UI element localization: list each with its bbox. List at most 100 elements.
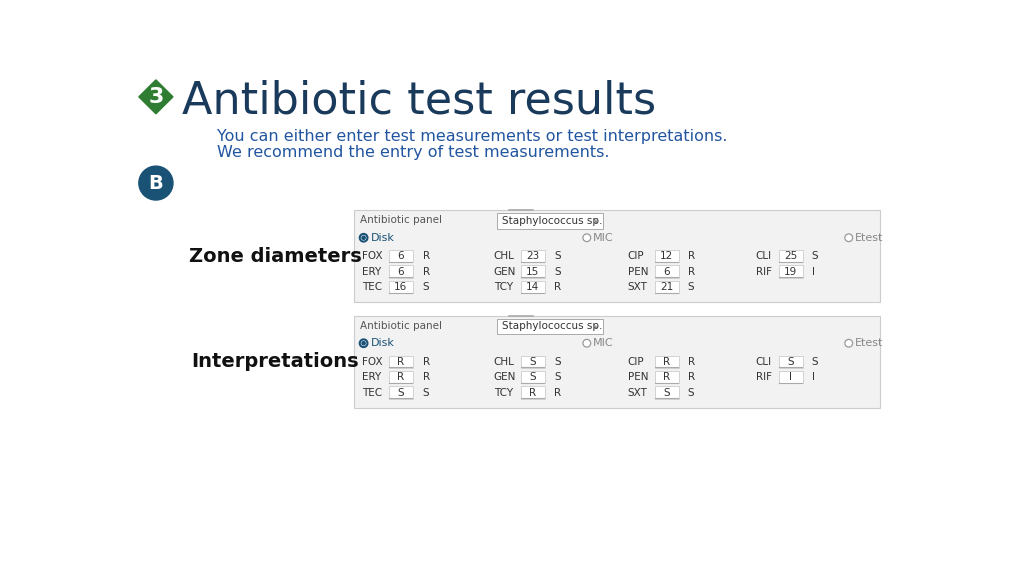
Text: S: S (687, 282, 694, 292)
Text: Disk: Disk (371, 233, 394, 242)
Polygon shape (139, 80, 173, 114)
Text: R: R (423, 372, 430, 382)
FancyBboxPatch shape (389, 250, 413, 263)
Text: GEN: GEN (494, 372, 516, 382)
Text: R: R (687, 251, 694, 262)
Text: Staphylococcus sp.: Staphylococcus sp. (502, 216, 602, 226)
Text: TEC: TEC (362, 388, 382, 397)
Text: S: S (787, 357, 794, 367)
Text: R: R (664, 372, 670, 382)
Text: 25: 25 (784, 251, 798, 262)
Text: Antibiotic test results: Antibiotic test results (182, 80, 656, 123)
Circle shape (583, 339, 591, 347)
Text: S: S (812, 251, 818, 262)
Text: SXT: SXT (628, 282, 648, 292)
Text: R: R (423, 357, 430, 367)
FancyBboxPatch shape (520, 355, 545, 368)
Text: R: R (687, 372, 694, 382)
Circle shape (359, 339, 368, 347)
FancyBboxPatch shape (389, 371, 413, 383)
Text: TCY: TCY (494, 388, 513, 397)
Text: B: B (148, 173, 163, 192)
Text: MIC: MIC (593, 233, 613, 242)
Text: 16: 16 (394, 282, 408, 292)
Text: CLI: CLI (756, 251, 772, 262)
Text: R: R (554, 282, 561, 292)
FancyBboxPatch shape (654, 266, 679, 278)
Text: FOX: FOX (362, 357, 383, 367)
FancyBboxPatch shape (497, 213, 603, 229)
Text: S: S (397, 388, 404, 397)
Text: 6: 6 (664, 267, 670, 276)
Text: TCY: TCY (494, 282, 513, 292)
FancyBboxPatch shape (389, 386, 413, 399)
Text: Disk: Disk (371, 338, 394, 348)
Text: S: S (554, 357, 561, 367)
FancyBboxPatch shape (654, 386, 679, 399)
Text: ∨: ∨ (593, 322, 599, 331)
Text: MIC: MIC (593, 338, 613, 348)
FancyBboxPatch shape (520, 371, 545, 383)
Text: 15: 15 (526, 267, 540, 276)
Text: S: S (554, 251, 561, 262)
Circle shape (583, 234, 591, 241)
Text: S: S (554, 267, 561, 276)
FancyBboxPatch shape (654, 250, 679, 263)
Text: R: R (554, 388, 561, 397)
FancyBboxPatch shape (778, 266, 803, 278)
Text: I: I (790, 372, 793, 382)
Text: S: S (529, 372, 536, 382)
Text: CHL: CHL (494, 251, 515, 262)
Text: S: S (687, 388, 694, 397)
Text: 14: 14 (526, 282, 540, 292)
Text: RIF: RIF (756, 372, 772, 382)
Text: R: R (397, 357, 404, 367)
Text: S: S (664, 388, 670, 397)
Text: Staphylococcus sp.: Staphylococcus sp. (502, 321, 602, 331)
Text: Etest: Etest (855, 233, 884, 242)
Text: ERY: ERY (362, 372, 381, 382)
FancyBboxPatch shape (354, 316, 880, 408)
Text: TEC: TEC (362, 282, 382, 292)
Text: 6: 6 (397, 251, 404, 262)
Text: R: R (423, 267, 430, 276)
FancyBboxPatch shape (778, 371, 803, 383)
Text: R: R (397, 372, 404, 382)
Text: I: I (812, 372, 814, 382)
Text: S: S (554, 372, 561, 382)
Circle shape (845, 339, 853, 347)
Text: SXT: SXT (628, 388, 648, 397)
Text: PEN: PEN (628, 267, 648, 276)
Text: Interpretations: Interpretations (191, 352, 359, 371)
Text: GEN: GEN (494, 267, 516, 276)
Text: 21: 21 (660, 282, 673, 292)
FancyBboxPatch shape (354, 210, 880, 302)
Circle shape (359, 234, 368, 241)
Circle shape (361, 236, 366, 240)
Text: S: S (423, 282, 429, 292)
Text: R: R (423, 251, 430, 262)
Text: CIP: CIP (628, 251, 644, 262)
FancyBboxPatch shape (520, 386, 545, 399)
FancyBboxPatch shape (520, 250, 545, 263)
FancyBboxPatch shape (520, 266, 545, 278)
FancyBboxPatch shape (778, 355, 803, 368)
Circle shape (139, 166, 173, 200)
Text: CLI: CLI (756, 357, 772, 367)
Text: 6: 6 (397, 267, 404, 276)
Text: I: I (812, 267, 814, 276)
Text: R: R (687, 267, 694, 276)
FancyBboxPatch shape (497, 319, 603, 334)
FancyBboxPatch shape (654, 371, 679, 383)
FancyBboxPatch shape (389, 355, 413, 368)
Text: You can either enter test measurements or test interpretations.: You can either enter test measurements o… (217, 130, 728, 145)
Circle shape (361, 341, 366, 346)
Circle shape (845, 234, 853, 241)
Text: 23: 23 (526, 251, 540, 262)
Text: 19: 19 (784, 267, 798, 276)
FancyBboxPatch shape (389, 281, 413, 293)
Text: Antibiotic panel: Antibiotic panel (360, 215, 442, 225)
Text: Zone diameters: Zone diameters (188, 247, 361, 266)
FancyBboxPatch shape (778, 250, 803, 263)
Text: 3: 3 (148, 87, 164, 107)
